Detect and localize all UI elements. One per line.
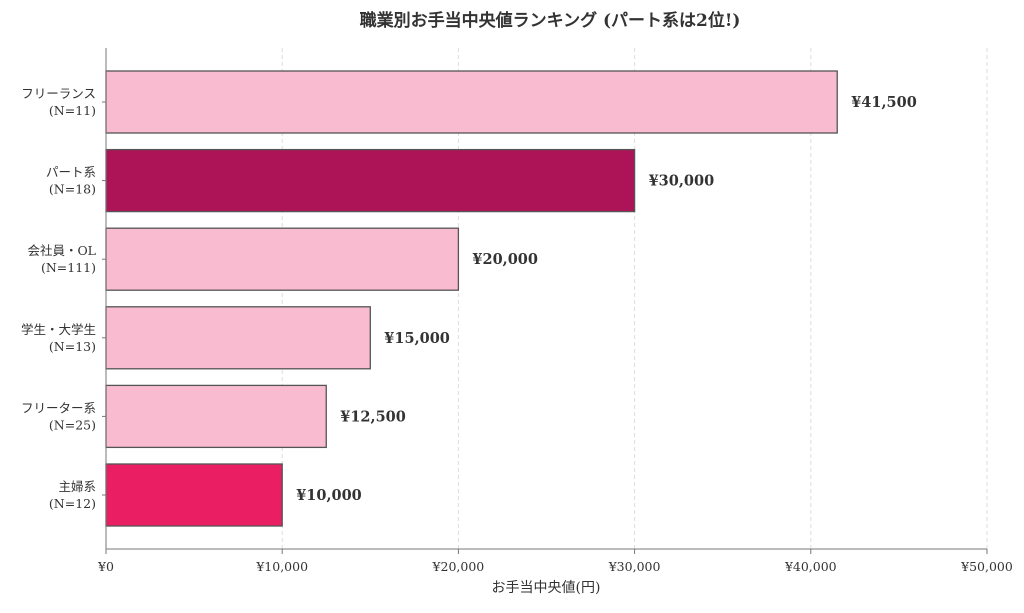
x-tick-label: ¥40,000	[784, 559, 837, 574]
x-axis-ticks: ¥0 ¥10,000 ¥20,000 ¥30,000 ¥40,000 ¥50,000	[97, 549, 1013, 574]
value-label: ¥12,500	[340, 408, 406, 425]
y-axis-labels: フリーランス (N=11) パート系 (N=18) 会社員・OL (N=111) 学生・大学…	[21, 86, 96, 511]
value-labels: ¥41,500 ¥30,000 ¥20,000 ¥15,000 ¥12,500 ¥10,0…	[296, 94, 917, 504]
category-label: フリーター系	[21, 400, 96, 415]
bar	[105, 148, 636, 213]
x-tick-label: ¥20,000	[432, 559, 485, 574]
category-label: 会社員・OL	[27, 243, 96, 258]
value-label: ¥10,000	[296, 487, 362, 504]
value-label: ¥15,000	[384, 330, 450, 347]
x-tick-label: ¥30,000	[608, 559, 661, 574]
value-label: ¥41,500	[851, 94, 917, 111]
category-n-label: (N=18)	[49, 182, 96, 197]
category-n-label: (N=13)	[49, 339, 96, 354]
value-label: ¥30,000	[649, 173, 715, 190]
category-label: パート系	[46, 165, 96, 180]
category-n-label: (N=25)	[49, 417, 96, 432]
bar	[105, 227, 460, 291]
category-n-label: (N=111)	[41, 260, 96, 275]
bar	[105, 306, 371, 370]
category-label: 主婦系	[58, 479, 96, 494]
x-tick-label: ¥0	[97, 559, 114, 574]
axes	[102, 48, 987, 550]
category-n-label: (N=11)	[49, 103, 96, 118]
category-n-label: (N=12)	[49, 496, 96, 511]
x-tick-label: ¥50,000	[960, 559, 1013, 574]
category-label: 学生・大学生	[21, 322, 96, 337]
bars	[105, 70, 838, 527]
bar	[105, 384, 327, 449]
bar	[105, 463, 283, 527]
x-axis-title: お手当中央値(円)	[492, 580, 601, 596]
bar	[105, 70, 838, 134]
x-tick-label: ¥10,000	[255, 559, 308, 574]
chart-title: 職業別お手当中央値ランキング (パート系は2位!)	[360, 10, 741, 31]
category-label: フリーランス	[21, 86, 96, 101]
value-label: ¥20,000	[472, 251, 538, 268]
